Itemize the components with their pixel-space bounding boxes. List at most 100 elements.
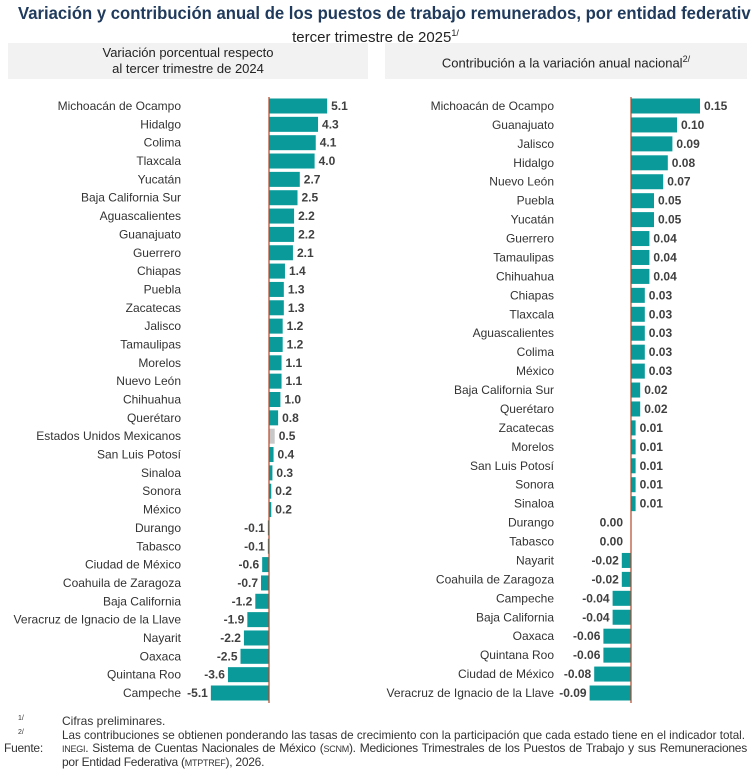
- category-label: Baja California: [103, 594, 181, 608]
- bar: [269, 245, 293, 261]
- category-label: San Luis Potosí: [97, 448, 182, 462]
- value-label: 0.04: [653, 232, 677, 246]
- value-label: 1.3: [288, 282, 305, 296]
- subtitle-text: tercer trimestre de 2025: [292, 29, 452, 46]
- bar: [631, 382, 641, 398]
- category-label: Sonora: [515, 478, 554, 492]
- bar: [631, 212, 654, 228]
- value-label: -2.2: [220, 631, 241, 645]
- category-label: Morelos: [138, 356, 181, 370]
- category-label: Colima: [144, 136, 182, 150]
- category-label: Nayarit: [516, 553, 555, 567]
- value-label: -0.09: [559, 686, 587, 700]
- bar: [269, 355, 282, 371]
- bar: [269, 135, 316, 151]
- category-label: Michoacán de Ocampo: [431, 99, 555, 113]
- category-label: Durango: [508, 516, 554, 530]
- bar: [269, 373, 282, 389]
- category-label: Yucatán: [138, 172, 181, 186]
- bar: [631, 193, 654, 209]
- value-label: 1.3: [288, 301, 305, 315]
- value-label: 0.03: [649, 288, 673, 302]
- value-label: 2.2: [298, 209, 315, 223]
- category-label: Coahuila de Zaragoza: [63, 576, 181, 590]
- value-label: 0.2: [275, 484, 292, 498]
- value-label: -0.04: [582, 610, 610, 624]
- category-label: Colima: [517, 345, 555, 359]
- bar: [269, 428, 275, 444]
- category-label: Querétaro: [500, 402, 554, 416]
- category-label: Aguascalientes: [473, 326, 554, 340]
- category-label: Coahuila de Zaragoza: [436, 572, 554, 586]
- value-label: 0.02: [644, 402, 668, 416]
- value-label: -0.6: [238, 558, 259, 572]
- value-label: 0.8: [282, 411, 299, 425]
- category-label: México: [143, 503, 181, 517]
- bar: [269, 263, 285, 279]
- bar: [631, 401, 641, 417]
- value-label: 1.2: [287, 319, 304, 333]
- value-label: 0.08: [672, 156, 696, 170]
- bar: [269, 226, 295, 242]
- bar: [631, 477, 636, 493]
- bar: [255, 593, 269, 609]
- value-label: 0.5: [279, 429, 296, 443]
- bar: [269, 98, 328, 114]
- bar: [269, 300, 284, 316]
- bar: [621, 552, 631, 568]
- value-label: 0.10: [681, 118, 705, 132]
- value-label: 1.0: [284, 393, 301, 407]
- value-label: -0.1: [244, 539, 265, 553]
- right-title: Contribución a la variación anual nacion…: [441, 55, 683, 71]
- value-label: 0.04: [653, 269, 677, 283]
- bar: [631, 117, 677, 133]
- value-label: -0.06: [573, 629, 601, 643]
- value-label: 1.4: [289, 264, 306, 278]
- value-label: 4.1: [320, 136, 337, 150]
- value-label: 0.02: [644, 383, 668, 397]
- left-title-line1: Variación porcentual respecto: [102, 45, 274, 60]
- category-label: Puebla: [517, 194, 555, 208]
- source-scnm: SCNM: [323, 744, 349, 754]
- category-label: Veracruz de Ignacio de la Llave: [387, 686, 555, 700]
- category-label: Sinaloa: [141, 466, 181, 480]
- category-label: Jalisco: [517, 137, 554, 151]
- value-label: 4.0: [319, 154, 336, 168]
- value-label: -1.9: [224, 613, 245, 627]
- source-label: Fuente:: [4, 741, 43, 755]
- bar: [621, 571, 631, 587]
- category-label: Sinaloa: [514, 497, 554, 511]
- value-label: -0.1: [244, 521, 265, 535]
- value-label: -5.1: [187, 686, 208, 700]
- bar: [631, 155, 668, 171]
- category-label: Baja California Sur: [454, 383, 554, 397]
- source-inegi: INEGI: [62, 744, 86, 754]
- bar: [269, 153, 315, 169]
- category-label: Ciudad de México: [85, 558, 181, 572]
- value-label: 0.04: [653, 250, 677, 264]
- bar: [631, 98, 700, 114]
- bar: [631, 325, 645, 341]
- value-label: 1.2: [287, 337, 304, 351]
- value-label: 0.09: [676, 137, 700, 151]
- bar: [269, 447, 274, 463]
- bar: [269, 171, 300, 187]
- value-label: 0.05: [658, 213, 682, 227]
- bar: [631, 174, 664, 190]
- note-mark: 2/: [18, 729, 24, 736]
- bar: [631, 458, 636, 474]
- category-label: Aguascalientes: [100, 209, 181, 223]
- value-label: -0.08: [564, 667, 592, 681]
- bar: [631, 306, 645, 322]
- bar: [269, 336, 283, 352]
- value-label: 5.1: [331, 99, 348, 113]
- category-label: Durango: [135, 521, 181, 535]
- category-label: Yucatán: [511, 213, 554, 227]
- note-2: Las contribuciones se obtienen ponderand…: [62, 728, 745, 742]
- category-label: Guanajuato: [492, 118, 554, 132]
- value-label: 0.2: [275, 503, 292, 517]
- category-label: Guanajuato: [119, 227, 181, 241]
- value-label: 0.3: [276, 466, 293, 480]
- category-label: Nuevo León: [489, 175, 554, 189]
